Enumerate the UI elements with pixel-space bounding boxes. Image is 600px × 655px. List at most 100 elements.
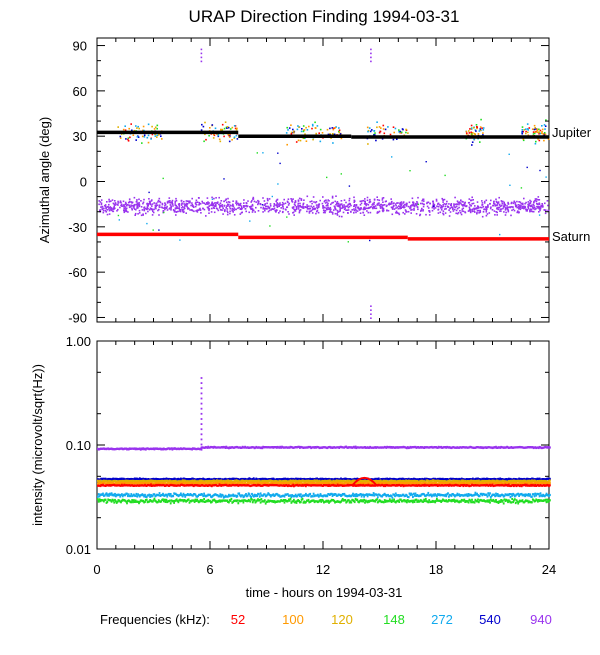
scatter-point-940 — [330, 209, 332, 211]
scatter-point-120 — [220, 141, 222, 143]
scatter-point-940 — [179, 211, 181, 213]
scatter-point-540 — [277, 153, 278, 154]
scatter-point-100 — [220, 129, 222, 131]
scatter-point-940 — [503, 206, 505, 208]
scatter-point-940 — [211, 204, 213, 206]
scatter-point-52 — [339, 130, 341, 132]
scatter-point-940 — [177, 211, 179, 213]
scatter-point-940 — [198, 197, 200, 199]
scatter-point-940 — [294, 210, 296, 212]
scatter-point-940 — [107, 214, 109, 216]
scatter-point-940 — [149, 201, 151, 203]
y-tick-label: -60 — [68, 265, 87, 280]
scatter-point-148 — [118, 215, 119, 216]
scatter-point-940 — [262, 208, 264, 210]
intensity-point-272 — [203, 493, 205, 495]
scatter-point-940 — [373, 202, 375, 204]
scatter-point-940 — [182, 206, 184, 208]
scatter-point-940 — [285, 209, 287, 211]
scatter-point-940 — [325, 199, 327, 201]
scatter-point-940 — [201, 53, 203, 55]
scatter-point-940 — [313, 196, 315, 198]
scatter-point-940 — [126, 208, 128, 210]
scatter-point-148 — [320, 129, 322, 131]
scatter-point-940 — [355, 210, 357, 212]
scatter-point-940 — [542, 205, 544, 207]
scatter-point-940 — [454, 197, 456, 199]
scatter-point-940 — [208, 212, 210, 214]
scatter-point-940 — [459, 210, 461, 212]
scatter-point-940 — [173, 209, 175, 211]
scatter-point-940 — [433, 204, 435, 206]
scatter-point-940 — [535, 198, 537, 200]
scatter-point-940 — [397, 202, 399, 204]
scatter-point-940 — [102, 206, 104, 208]
scatter-point-940 — [158, 214, 160, 216]
scatter-point-940 — [500, 210, 502, 212]
scatter-point-940 — [364, 198, 366, 200]
scatter-point-120 — [305, 127, 307, 129]
scatter-point-940 — [287, 201, 289, 203]
scatter-point-272 — [215, 128, 217, 130]
scatter-point-940 — [308, 205, 310, 207]
scatter-point-100 — [334, 127, 336, 129]
scatter-point-940 — [382, 201, 384, 203]
scatter-point-940 — [257, 204, 259, 206]
scatter-point-940 — [237, 208, 239, 210]
scatter-point-940 — [126, 210, 128, 212]
y-tick-label: -30 — [68, 220, 87, 235]
scatter-point-940 — [199, 202, 201, 204]
scatter-point-52 — [529, 127, 531, 129]
scatter-point-100 — [322, 132, 324, 134]
scatter-point-940 — [442, 213, 444, 215]
intensity-point-272 — [114, 493, 116, 495]
scatter-point-940 — [166, 208, 168, 210]
scatter-point-940 — [195, 206, 197, 208]
scatter-point-940 — [318, 206, 320, 208]
scatter-point-148 — [257, 152, 258, 153]
scatter-point-940 — [498, 197, 500, 199]
scatter-point-540 — [237, 138, 239, 140]
scatter-point-940 — [101, 204, 103, 206]
scatter-point-940 — [348, 204, 350, 206]
intensity-point-272 — [172, 495, 174, 497]
scatter-point-940 — [186, 204, 188, 206]
scatter-point-940 — [252, 210, 254, 212]
scatter-point-940 — [277, 199, 279, 201]
scatter-point-940 — [442, 200, 444, 202]
intensity-point-272 — [284, 495, 286, 497]
scatter-point-940 — [220, 209, 222, 211]
scatter-point-940 — [329, 211, 331, 213]
scatter-point-148 — [156, 128, 158, 130]
scatter-point-940 — [323, 212, 325, 214]
intensity-point-272 — [259, 496, 261, 498]
scatter-point-940 — [316, 201, 318, 203]
scatter-point-148 — [418, 204, 419, 205]
scatter-point-940 — [311, 200, 313, 202]
intensity-spike-940 — [201, 428, 203, 430]
scatter-point-52 — [470, 132, 472, 134]
scatter-point-940 — [420, 210, 422, 212]
scatter-point-940 — [227, 214, 229, 216]
scatter-point-940 — [191, 209, 193, 211]
scatter-point-940 — [302, 203, 304, 205]
scatter-point-940 — [262, 211, 264, 213]
scatter-point-272 — [287, 129, 289, 131]
scatter-point-272 — [286, 132, 288, 134]
scatter-point-940 — [405, 209, 407, 211]
scatter-point-940 — [371, 204, 373, 206]
scatter-point-940 — [332, 202, 334, 204]
scatter-point-940 — [306, 211, 308, 213]
scatter-point-940 — [529, 210, 531, 212]
scatter-point-940 — [184, 208, 186, 210]
scatter-point-940 — [151, 208, 153, 210]
scatter-point-940 — [527, 207, 529, 209]
scatter-point-940 — [227, 212, 229, 214]
scatter-point-940 — [117, 204, 119, 206]
scatter-point-940 — [481, 200, 483, 202]
scatter-point-940 — [511, 203, 513, 205]
scatter-point-940 — [271, 208, 273, 210]
scatter-point-940 — [274, 203, 276, 205]
scatter-point-940 — [103, 212, 105, 214]
